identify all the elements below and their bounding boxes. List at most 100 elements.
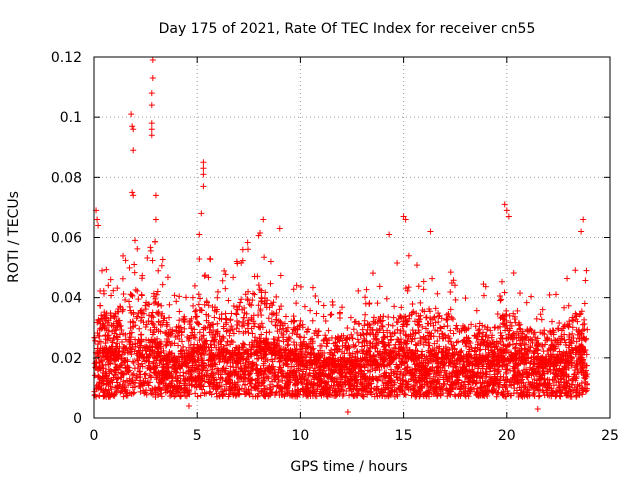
roti-point — [105, 282, 112, 289]
roti-point — [113, 340, 120, 347]
roti-point — [494, 311, 501, 318]
roti-point — [465, 325, 472, 332]
roti-point — [214, 294, 221, 301]
roti-point — [228, 323, 235, 330]
roti-point — [573, 338, 580, 345]
roti-point — [162, 342, 169, 349]
roti-point — [513, 340, 520, 347]
roti-point — [293, 300, 300, 307]
roti-point — [158, 262, 165, 269]
roti-point — [370, 375, 377, 382]
roti-point — [535, 393, 542, 400]
roti-point — [376, 283, 383, 290]
roti-point — [441, 323, 448, 330]
roti-point — [176, 293, 183, 300]
roti-point — [130, 359, 137, 366]
roti-point — [395, 315, 402, 322]
roti-point — [351, 319, 358, 326]
roti-point — [245, 246, 252, 253]
roti-point — [214, 288, 221, 295]
roti-point — [496, 292, 503, 299]
roti-point — [233, 311, 240, 318]
roti-point — [194, 313, 201, 320]
roti-point — [203, 337, 210, 344]
roti-point — [524, 393, 531, 400]
roti-point — [158, 302, 165, 309]
roti-point — [102, 340, 109, 347]
roti-point — [447, 289, 454, 296]
roti-point — [577, 310, 584, 317]
roti-point — [444, 322, 451, 329]
roti-point — [230, 302, 237, 309]
roti-point — [258, 320, 265, 327]
roti-point — [201, 389, 208, 396]
roti-point — [248, 351, 255, 358]
roti-point — [241, 381, 248, 388]
roti-point — [369, 270, 376, 277]
roti-point — [244, 296, 251, 303]
roti-point — [256, 379, 263, 386]
roti-point — [270, 383, 277, 390]
roti-point — [254, 273, 261, 280]
roti-point — [263, 304, 270, 311]
roti-point — [480, 292, 487, 299]
roti-point — [265, 315, 272, 322]
roti-point — [562, 341, 569, 348]
roti-point — [273, 388, 280, 395]
roti-point — [527, 343, 534, 350]
roti-point — [372, 345, 379, 352]
roti-point — [420, 286, 427, 293]
roti-point — [397, 380, 404, 387]
roti-point — [565, 336, 572, 343]
roti-point — [520, 388, 527, 395]
roti-point — [244, 239, 251, 246]
roti-point — [289, 330, 296, 337]
roti-point — [122, 297, 129, 304]
roti-point — [241, 362, 248, 369]
roti-point — [420, 278, 427, 285]
roti-point — [213, 308, 220, 315]
roti-point — [239, 246, 246, 253]
roti-point — [181, 325, 188, 332]
roti-point — [239, 318, 246, 325]
roti-point — [171, 292, 178, 299]
roti-point — [107, 276, 114, 283]
roti-point — [323, 343, 330, 350]
roti-point — [382, 333, 389, 340]
roti-point — [529, 339, 536, 346]
roti-point — [537, 329, 544, 336]
roti-point — [196, 255, 203, 262]
roti-point — [500, 341, 507, 348]
roti-point — [119, 338, 126, 345]
roti-point — [343, 336, 350, 343]
roti-point — [325, 327, 332, 334]
roti-point — [297, 317, 304, 324]
roti-point — [134, 245, 141, 252]
roti-point — [444, 377, 451, 384]
roti-point — [556, 348, 563, 355]
roti-point — [486, 368, 493, 375]
roti-point — [507, 319, 514, 326]
roti-point — [223, 328, 230, 335]
roti-point — [327, 312, 334, 319]
roti-point — [418, 355, 425, 362]
roti-point — [284, 342, 291, 349]
roti-point — [192, 308, 199, 315]
roti-point — [180, 317, 187, 324]
roti-point — [517, 290, 524, 297]
roti-point — [196, 370, 203, 377]
roti-point — [181, 315, 188, 322]
roti-point — [320, 337, 327, 344]
roti-point — [462, 295, 469, 302]
roti-point — [185, 364, 192, 371]
roti-point — [221, 369, 228, 376]
roti-point — [530, 389, 537, 396]
roti-point — [299, 324, 306, 331]
roti-point — [114, 375, 121, 382]
roti-point — [418, 351, 425, 358]
roti-point — [255, 390, 262, 397]
roti-point — [561, 304, 568, 311]
roti-point — [142, 323, 149, 330]
roti-point — [166, 301, 173, 308]
roti-point — [497, 339, 504, 346]
